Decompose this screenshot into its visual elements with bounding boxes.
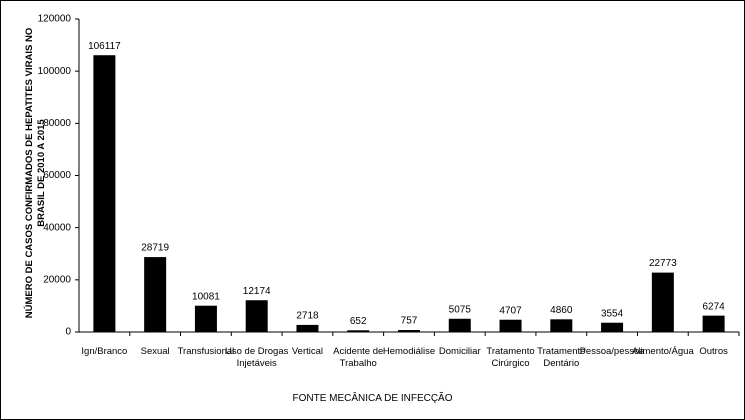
x-tick-label: Hemodiálise — [382, 346, 436, 357]
y-tick-label: 60000 — [43, 170, 71, 181]
bar — [499, 319, 522, 332]
data-label: 652 — [350, 316, 367, 327]
x-tick-label: Sexual — [140, 346, 170, 357]
data-label: 12174 — [243, 286, 271, 297]
y-tick-label: 0 — [65, 327, 71, 338]
data-label: 10081 — [192, 291, 220, 302]
y-axis-label: NÚMERO DE CASOS CONFIRMADOS DE HEPATITES… — [24, 27, 47, 319]
y-tick-label: 40000 — [43, 222, 71, 233]
x-tick-label: Ign/Branco — [81, 346, 128, 357]
x-tick-label: Alimento/Água — [631, 346, 694, 357]
bar — [702, 315, 725, 332]
bar — [347, 330, 370, 332]
bar — [651, 272, 674, 332]
x-tick-label: Vertical — [291, 346, 324, 357]
x-tick-label: Transfusional — [177, 346, 235, 357]
data-label: 6274 — [702, 301, 725, 312]
x-tick-label: Domiciliar — [438, 346, 481, 357]
data-label: 4707 — [499, 305, 522, 316]
data-label: 22773 — [649, 258, 677, 269]
x-tick-label: Uso de Drogas Injetáveis — [225, 346, 289, 369]
bar — [398, 330, 420, 332]
bar — [245, 300, 268, 332]
x-tick-label: Acidente de Trabalho — [333, 346, 384, 369]
bar — [601, 322, 624, 332]
data-label: 106117 — [88, 41, 121, 52]
data-label: 2718 — [296, 311, 319, 322]
y-tick-label: 120000 — [38, 14, 72, 25]
bar — [448, 318, 471, 332]
x-tick-label: Outros — [699, 346, 728, 357]
x-axis-label: FONTE MECÂNICA DE INFECÇÃO — [292, 393, 453, 404]
bar — [296, 324, 319, 332]
data-label: 5075 — [449, 304, 472, 315]
data-label: 3554 — [601, 308, 624, 319]
y-tick-label: 20000 — [43, 274, 71, 285]
bar — [194, 305, 217, 332]
bar — [550, 319, 573, 332]
data-label: 28719 — [141, 243, 169, 254]
x-tick-label: Pessoa/pessoa — [579, 346, 645, 357]
bar — [144, 257, 167, 332]
data-label: 4860 — [550, 305, 573, 316]
data-label: 757 — [401, 316, 418, 327]
x-tick-label: Tratamento Dentário — [537, 346, 586, 369]
x-tick-label: Tratamento Cirúrgico — [486, 346, 535, 369]
bar — [93, 55, 116, 333]
y-tick-label: 80000 — [43, 118, 71, 129]
y-tick-label: 100000 — [38, 66, 72, 77]
